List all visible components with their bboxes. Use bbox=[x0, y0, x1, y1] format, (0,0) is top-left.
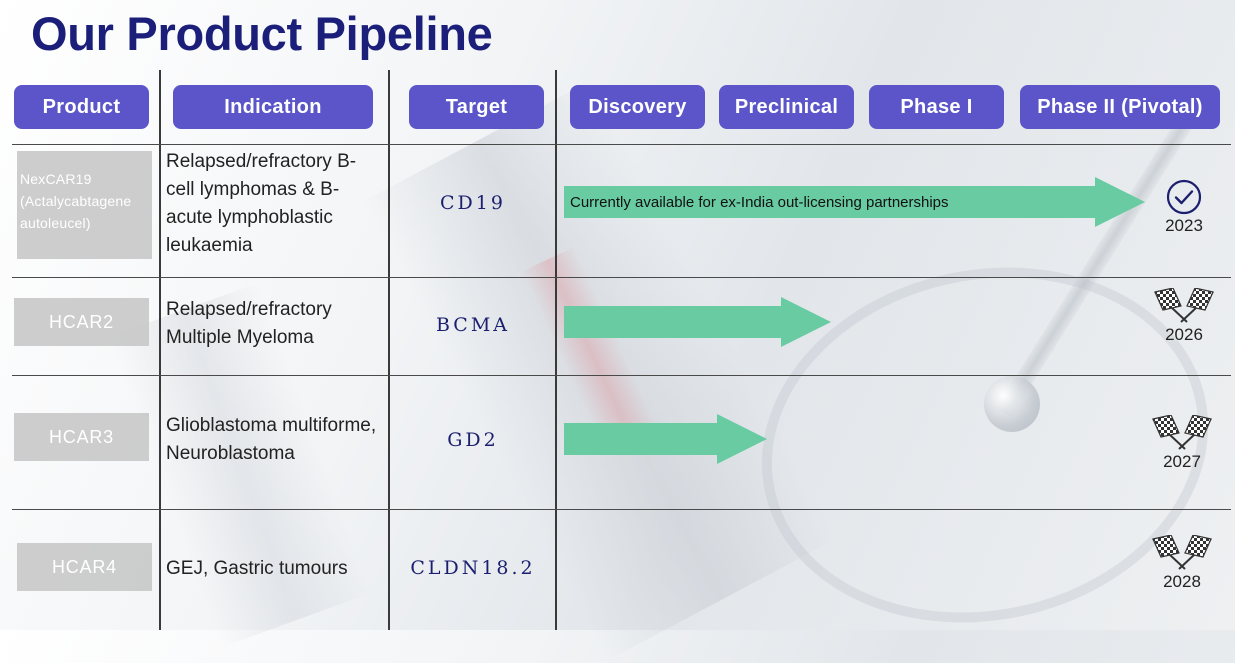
row-divider bbox=[12, 509, 1231, 510]
check-circle-icon bbox=[1166, 179, 1202, 215]
header-phase1: Phase I bbox=[869, 85, 1004, 129]
product-name: HCAR2 bbox=[14, 298, 149, 346]
target-label: GD2 bbox=[447, 429, 499, 451]
indication-text: Glioblastoma multiforme, Neuroblastoma bbox=[166, 415, 377, 464]
progress-arrow bbox=[564, 297, 831, 347]
product-name: NexCAR19 (Actalycabtagene autoleucel) bbox=[17, 151, 152, 259]
header-discovery: Discovery bbox=[570, 85, 705, 129]
indication-text: Relapsed/refractory B-cell lymphomas & B… bbox=[166, 150, 357, 256]
header-indication: Indication bbox=[173, 85, 373, 129]
product-name: HCAR3 bbox=[14, 413, 149, 461]
checkered-flags-icon bbox=[1152, 535, 1212, 570]
product-name: HCAR4 bbox=[17, 543, 152, 591]
column-divider bbox=[555, 70, 557, 630]
background-pipette bbox=[995, 102, 1203, 418]
column-divider bbox=[388, 70, 390, 630]
milestone: 2028 bbox=[1142, 535, 1222, 592]
checkered-flags-icon bbox=[1154, 288, 1214, 323]
milestone: 2027 bbox=[1142, 415, 1222, 472]
column-divider bbox=[159, 70, 161, 630]
indication-text: Relapsed/refractory Multiple Myeloma bbox=[166, 299, 332, 348]
target-label: CLDN18.2 bbox=[410, 557, 536, 579]
header-preclinical: Preclinical bbox=[719, 85, 854, 129]
milestone: 2026 bbox=[1144, 288, 1224, 345]
milestone-year: 2023 bbox=[1165, 216, 1203, 235]
header-target: Target bbox=[409, 85, 544, 129]
page-title: Our Product Pipeline bbox=[31, 7, 493, 60]
header-product: Product bbox=[14, 85, 149, 129]
target-label: BCMA bbox=[435, 314, 511, 336]
milestone-year: 2027 bbox=[1163, 452, 1201, 471]
background-droplet bbox=[984, 376, 1040, 432]
header-phase2: Phase II (Pivotal) bbox=[1020, 85, 1220, 129]
row-divider bbox=[12, 277, 1231, 278]
milestone-year: 2028 bbox=[1163, 572, 1201, 591]
row-divider bbox=[12, 144, 1231, 145]
indication-text: GEJ, Gastric tumours bbox=[166, 558, 348, 579]
target-label: CD19 bbox=[440, 192, 506, 214]
progress-arrow bbox=[564, 177, 1145, 227]
milestone: 2023 bbox=[1144, 179, 1224, 236]
progress-arrow bbox=[564, 414, 767, 464]
checkered-flags-icon bbox=[1152, 415, 1212, 450]
milestone-year: 2026 bbox=[1165, 325, 1203, 344]
row-divider bbox=[12, 375, 1231, 376]
licensing-note: Currently available for ex-India out-lic… bbox=[570, 194, 949, 211]
